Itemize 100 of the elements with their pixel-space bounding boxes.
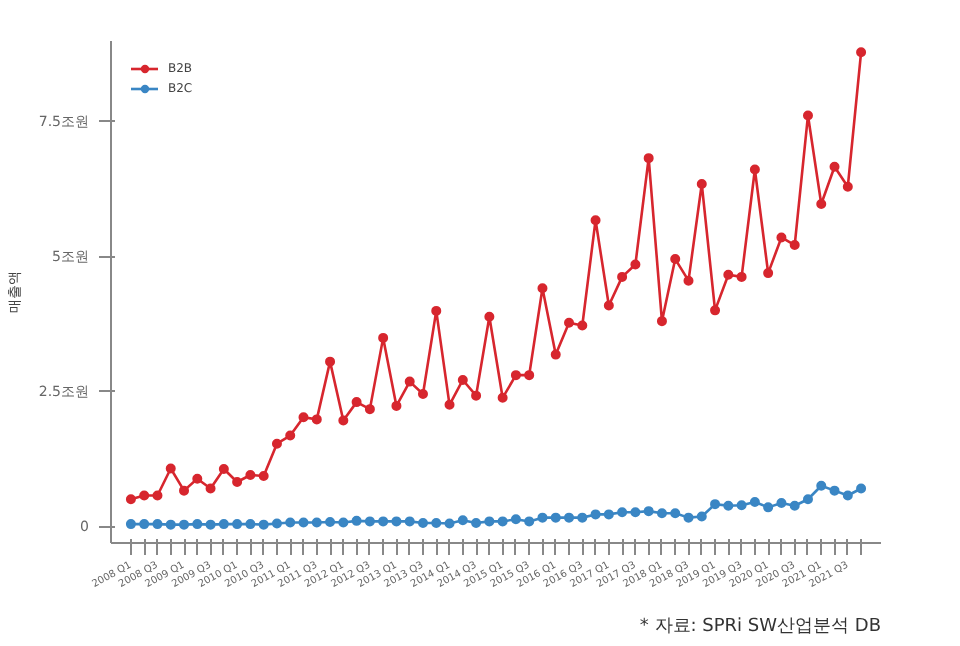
point [218,464,229,475]
point [630,259,641,270]
point [205,519,216,530]
point [325,356,336,367]
point [630,507,641,518]
point [378,332,389,343]
point [338,415,349,426]
point [736,271,747,282]
point [484,516,495,527]
point [789,240,800,251]
point [232,477,243,487]
point [165,463,176,474]
point [271,438,282,449]
point [643,153,654,164]
point [617,271,628,282]
point [471,518,482,529]
point [497,516,508,527]
point [670,508,681,519]
point [391,400,402,411]
point [537,512,548,523]
point [258,519,269,530]
point [590,509,601,520]
point [298,517,309,528]
point [656,316,667,327]
point [802,110,813,121]
point [192,473,203,484]
point [696,179,707,190]
point [125,519,136,530]
point [802,494,813,505]
point [125,494,136,505]
point [842,181,853,192]
point [325,516,336,527]
point [364,516,375,527]
point [577,512,588,523]
point [670,254,681,265]
point [285,517,296,528]
point [364,404,375,415]
point [152,519,163,530]
point [603,509,614,520]
point [417,518,428,529]
point [179,485,190,496]
point [590,215,601,226]
point [816,480,827,491]
point [139,519,150,530]
point [139,490,150,501]
point [444,399,455,410]
point [537,283,548,294]
point [165,519,176,530]
point [564,512,575,523]
point [789,500,800,511]
point [816,199,827,210]
point [298,412,309,423]
point [245,519,256,530]
point [710,305,721,316]
text: * 자료: SPRi SW산업분석 DB [639,617,882,637]
point [404,376,415,387]
point [617,507,628,518]
point [471,390,482,401]
point [510,370,521,381]
point [351,515,362,526]
point [856,483,867,494]
point [564,317,575,328]
point [524,370,535,381]
point [192,519,203,530]
point [431,518,442,529]
point [749,496,760,507]
point [842,490,853,501]
point [152,490,163,501]
point [723,500,734,511]
point [856,47,867,58]
point [710,499,721,510]
point [245,469,256,480]
point [763,502,774,513]
point [603,300,614,311]
point [484,311,495,322]
point [404,516,415,527]
point [683,512,694,523]
point [829,485,840,496]
point [311,414,322,425]
point [457,374,468,385]
point [205,483,216,494]
point [338,517,349,528]
point [497,392,508,403]
point [271,518,282,529]
point [643,506,654,517]
point [749,164,760,175]
point [258,471,269,482]
point [696,511,707,522]
point [285,430,296,441]
point [417,389,428,400]
point [550,512,561,523]
point [444,518,455,529]
point [378,516,389,527]
point [524,516,535,527]
point [656,508,667,519]
point [351,397,362,408]
point [391,516,402,527]
point [550,349,561,360]
point [776,232,787,243]
point [736,500,747,511]
